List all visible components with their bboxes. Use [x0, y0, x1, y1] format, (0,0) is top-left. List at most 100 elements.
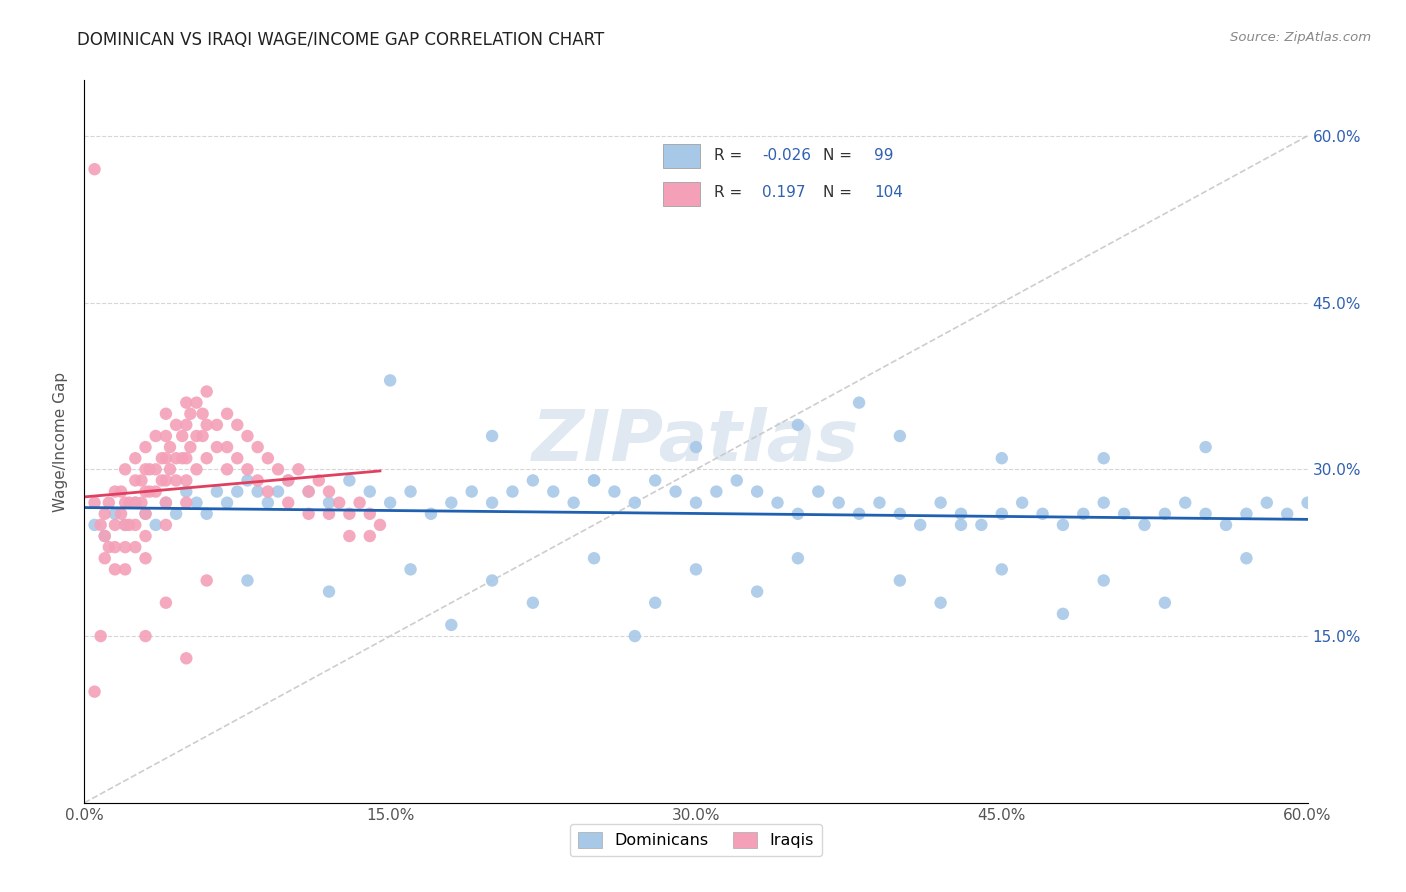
Point — [217, 462, 239, 476]
Point — [186, 496, 208, 510]
Point — [131, 474, 153, 488]
Point — [747, 584, 769, 599]
Point — [889, 507, 911, 521]
Point — [195, 451, 218, 466]
Text: -0.026: -0.026 — [762, 148, 811, 163]
Point — [174, 395, 197, 409]
Point — [603, 484, 626, 499]
Point — [929, 496, 952, 510]
Point — [165, 507, 187, 521]
Point — [226, 417, 249, 432]
Point — [399, 484, 422, 499]
Point — [481, 574, 503, 588]
Point — [93, 529, 115, 543]
Point — [145, 429, 167, 443]
Text: 104: 104 — [875, 186, 903, 201]
Point — [83, 517, 105, 532]
Point — [145, 517, 167, 532]
Point — [217, 496, 239, 510]
Point — [522, 474, 544, 488]
Point — [155, 451, 177, 466]
Point — [135, 629, 157, 643]
Point — [165, 451, 187, 466]
Point — [368, 517, 391, 532]
Point — [1092, 574, 1115, 588]
Point — [217, 440, 239, 454]
Point — [807, 484, 830, 499]
Text: N =: N = — [824, 148, 852, 163]
FancyBboxPatch shape — [664, 144, 700, 168]
Point — [186, 395, 208, 409]
Point — [318, 484, 340, 499]
Point — [104, 517, 127, 532]
Point — [174, 451, 197, 466]
Text: R =: R = — [714, 186, 742, 201]
Point — [848, 395, 870, 409]
Point — [174, 651, 197, 665]
Point — [1154, 596, 1177, 610]
Point — [1296, 496, 1319, 510]
Point — [135, 507, 157, 521]
Point — [179, 440, 201, 454]
Point — [787, 551, 810, 566]
Point — [339, 474, 361, 488]
Point — [104, 562, 127, 576]
Point — [93, 551, 115, 566]
Point — [186, 429, 208, 443]
Point — [685, 562, 707, 576]
Point — [1052, 607, 1074, 621]
Point — [359, 507, 381, 521]
Point — [828, 496, 851, 510]
Point — [155, 429, 177, 443]
Point — [114, 517, 136, 532]
Legend: Dominicans, Iraqis: Dominicans, Iraqis — [569, 823, 823, 856]
Point — [399, 562, 422, 576]
Point — [1092, 451, 1115, 466]
Point — [318, 584, 340, 599]
Point — [889, 574, 911, 588]
Point — [1114, 507, 1136, 521]
Point — [318, 496, 340, 510]
Point — [277, 474, 299, 488]
Point — [380, 496, 402, 510]
Point — [991, 562, 1014, 576]
Point — [298, 484, 321, 499]
Point — [287, 462, 309, 476]
Text: 99: 99 — [875, 148, 893, 163]
Point — [135, 529, 157, 543]
Point — [83, 496, 105, 510]
Point — [159, 462, 181, 476]
Point — [135, 440, 157, 454]
Point — [236, 474, 259, 488]
Text: N =: N = — [824, 186, 852, 201]
Point — [1073, 507, 1095, 521]
Point — [359, 529, 381, 543]
Point — [93, 529, 115, 543]
Point — [889, 429, 911, 443]
Point — [1052, 517, 1074, 532]
Point — [298, 484, 321, 499]
Point — [110, 507, 132, 521]
Point — [174, 484, 197, 499]
Point — [1154, 507, 1177, 521]
Text: R =: R = — [714, 148, 742, 163]
Point — [1092, 496, 1115, 510]
Point — [787, 417, 810, 432]
Text: Source: ZipAtlas.com: Source: ZipAtlas.com — [1230, 31, 1371, 45]
Point — [83, 684, 105, 698]
Point — [155, 596, 177, 610]
Point — [950, 507, 973, 521]
Point — [124, 451, 146, 466]
Point — [747, 484, 769, 499]
Point — [1011, 496, 1033, 510]
Point — [380, 373, 402, 387]
Point — [583, 551, 606, 566]
Point — [991, 451, 1014, 466]
Point — [118, 496, 141, 510]
Point — [172, 451, 194, 466]
Point — [135, 507, 157, 521]
Point — [138, 462, 160, 476]
Point — [359, 484, 381, 499]
Point — [461, 484, 484, 499]
Point — [328, 496, 350, 510]
